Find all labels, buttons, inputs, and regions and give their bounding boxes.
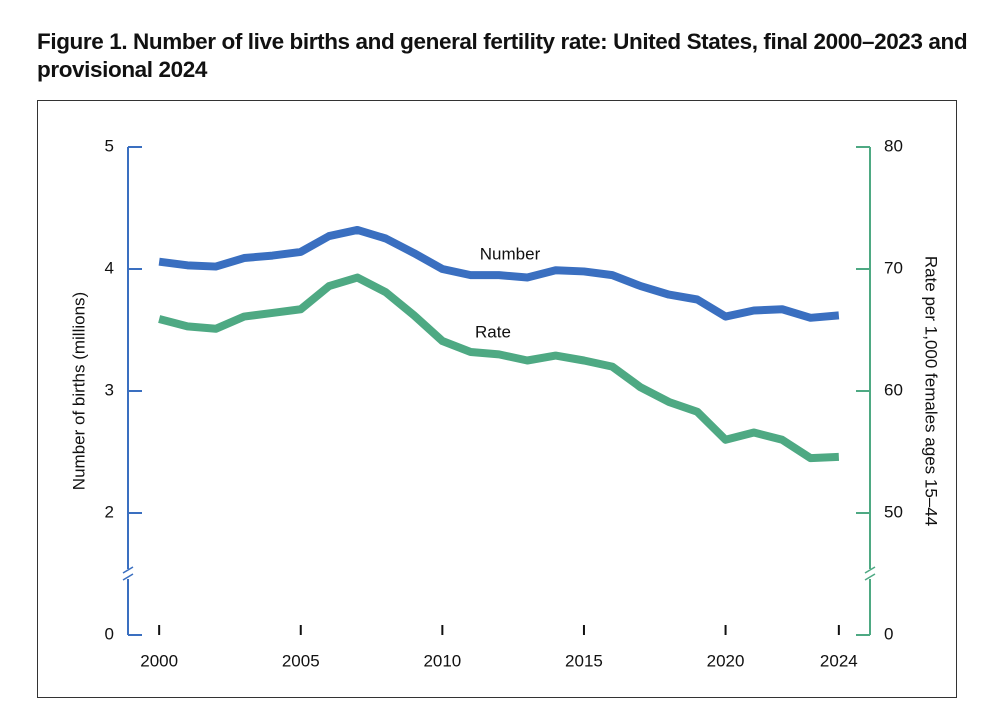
y-tick-label: 3 <box>105 380 114 399</box>
series-label: Number <box>480 244 541 263</box>
y-tick-label: 2 <box>105 502 114 521</box>
y2-tick-label: 60 <box>884 380 903 399</box>
y-axis-label: Number of births (millions) <box>69 292 88 490</box>
axis-break <box>864 573 876 581</box>
x-tick-label: 2000 <box>140 651 178 670</box>
y2-tick-label: 0 <box>884 624 893 643</box>
axis-break <box>122 573 134 581</box>
chart-frame <box>37 100 957 698</box>
axis-break <box>122 566 134 574</box>
x-tick-label: 2005 <box>282 651 320 670</box>
y-tick-label: 0 <box>105 624 114 643</box>
x-tick-label: 2020 <box>707 651 745 670</box>
x-tick-label: 2015 <box>565 651 603 670</box>
y2-tick-label: 50 <box>884 502 903 521</box>
series-line <box>158 225 840 322</box>
x-tick-label: 2024 <box>820 651 858 670</box>
x-tick-label: 2010 <box>423 651 461 670</box>
chart-title: Figure 1. Number of live births and gene… <box>37 29 968 82</box>
y2-axis-label: Rate per 1,000 females ages 15–44 <box>922 256 941 526</box>
axis-break <box>864 566 876 574</box>
y-tick-label: 5 <box>105 136 114 155</box>
series-label: Rate <box>475 322 511 341</box>
y2-tick-label: 80 <box>884 136 903 155</box>
y-tick-label: 4 <box>105 258 114 277</box>
series-line <box>158 273 840 463</box>
y2-tick-label: 70 <box>884 258 903 277</box>
